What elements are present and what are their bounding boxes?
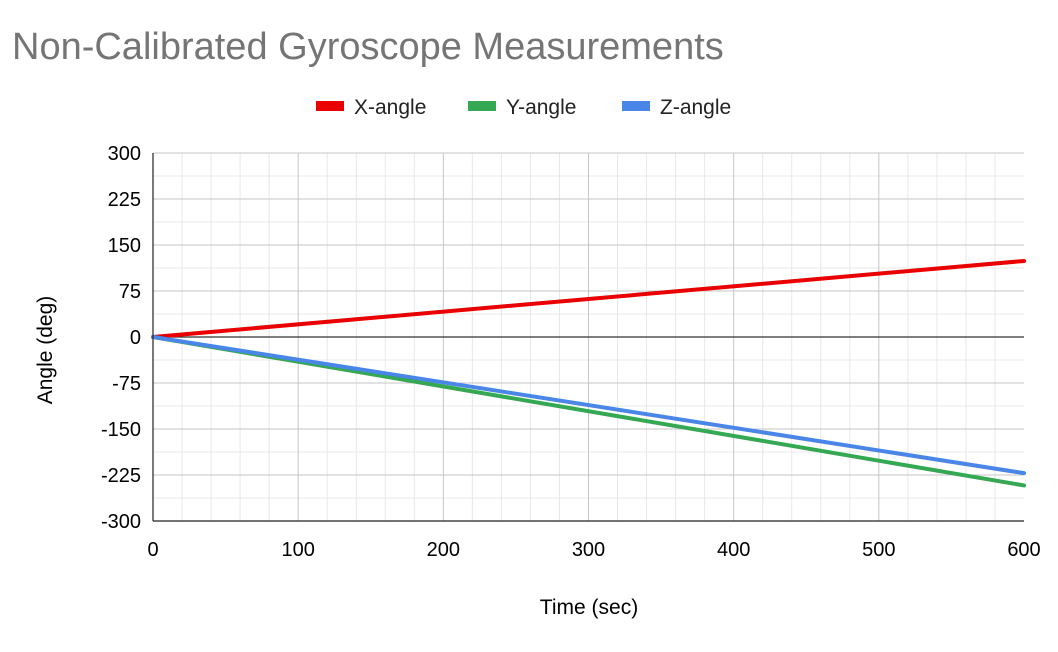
series-lines	[151, 258, 1026, 488]
y-tick-label: -300	[101, 511, 141, 533]
legend-label-z-angle: Z-angle	[660, 96, 731, 119]
y-tick-label: -225	[101, 465, 141, 487]
y-tick-label: -75	[112, 373, 141, 395]
x-axis-title: Time (sec)	[540, 596, 638, 619]
legend-swatch-x-angle	[316, 101, 344, 111]
y-axis-title: Angle (deg)	[34, 296, 57, 405]
y-tick-label: -150	[101, 419, 141, 441]
series-line-x-angle	[151, 258, 1026, 339]
x-tick-label: 400	[717, 539, 750, 561]
x-tick-label: 600	[1007, 539, 1040, 561]
legend-swatch-y-angle	[468, 101, 496, 111]
x-axis-tick-labels: 0 100 200 300 400 500 600	[147, 539, 1040, 561]
x-tick-label: 300	[572, 539, 605, 561]
x-tick-label: 500	[862, 539, 895, 561]
x-tick-label: 200	[427, 539, 460, 561]
series-line-y-angle	[151, 335, 1026, 488]
axes	[152, 153, 1024, 522]
y-tick-label: 150	[108, 235, 141, 257]
y-tick-label: 75	[119, 281, 141, 303]
y-tick-label: 225	[108, 189, 141, 211]
chart-title: Non-Calibrated Gyroscope Measurements	[12, 26, 724, 68]
legend-label-x-angle: X-angle	[354, 96, 426, 119]
y-tick-label: 300	[108, 143, 141, 165]
legend-label-y-angle: Y-angle	[506, 96, 576, 119]
y-axis-tick-labels: 300 225 150 75 0 -75 -150 -225 -300	[101, 143, 141, 533]
series-line-z-angle	[151, 335, 1026, 476]
legend-swatch-z-angle	[622, 101, 650, 111]
y-tick-label: 0	[130, 327, 141, 349]
x-tick-label: 100	[281, 539, 314, 561]
x-tick-label: 0	[147, 539, 158, 561]
legend: X-angle Y-angle Z-angle	[316, 96, 731, 119]
